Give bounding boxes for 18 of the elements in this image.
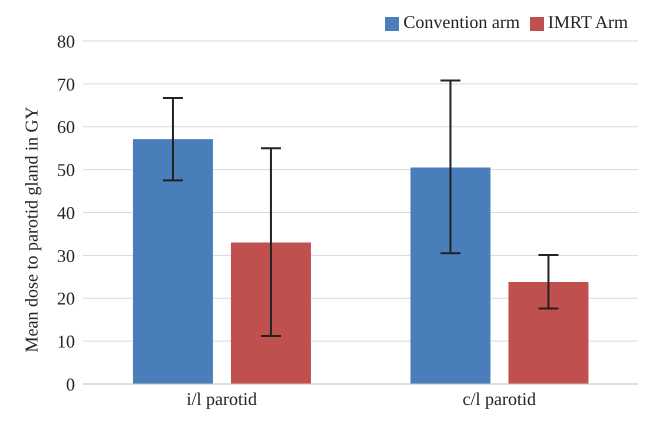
y-tick-label: 70 — [57, 74, 75, 94]
y-tick-label: 60 — [57, 117, 75, 138]
legend-label: Convention arm — [403, 12, 520, 32]
bar — [132, 139, 213, 384]
y-tick-label: 20 — [57, 288, 75, 309]
y-tick-label: 50 — [57, 160, 75, 180]
x-tick-label: i/l parotid — [186, 388, 257, 409]
y-tick-label: 10 — [57, 332, 75, 352]
y-tick-label: 80 — [57, 31, 75, 52]
y-tick-label: 30 — [57, 246, 75, 266]
y-axis-title: Mean dose to parotid gland in GY — [21, 106, 42, 352]
legend-label: IMRT Arm — [548, 12, 628, 32]
x-tick-label: c/l parotid — [462, 388, 536, 409]
bar — [410, 167, 490, 384]
bar — [508, 282, 588, 384]
y-tick-label: 40 — [57, 202, 75, 223]
y-tick-label: 0 — [66, 374, 75, 394]
bar — [230, 242, 311, 384]
